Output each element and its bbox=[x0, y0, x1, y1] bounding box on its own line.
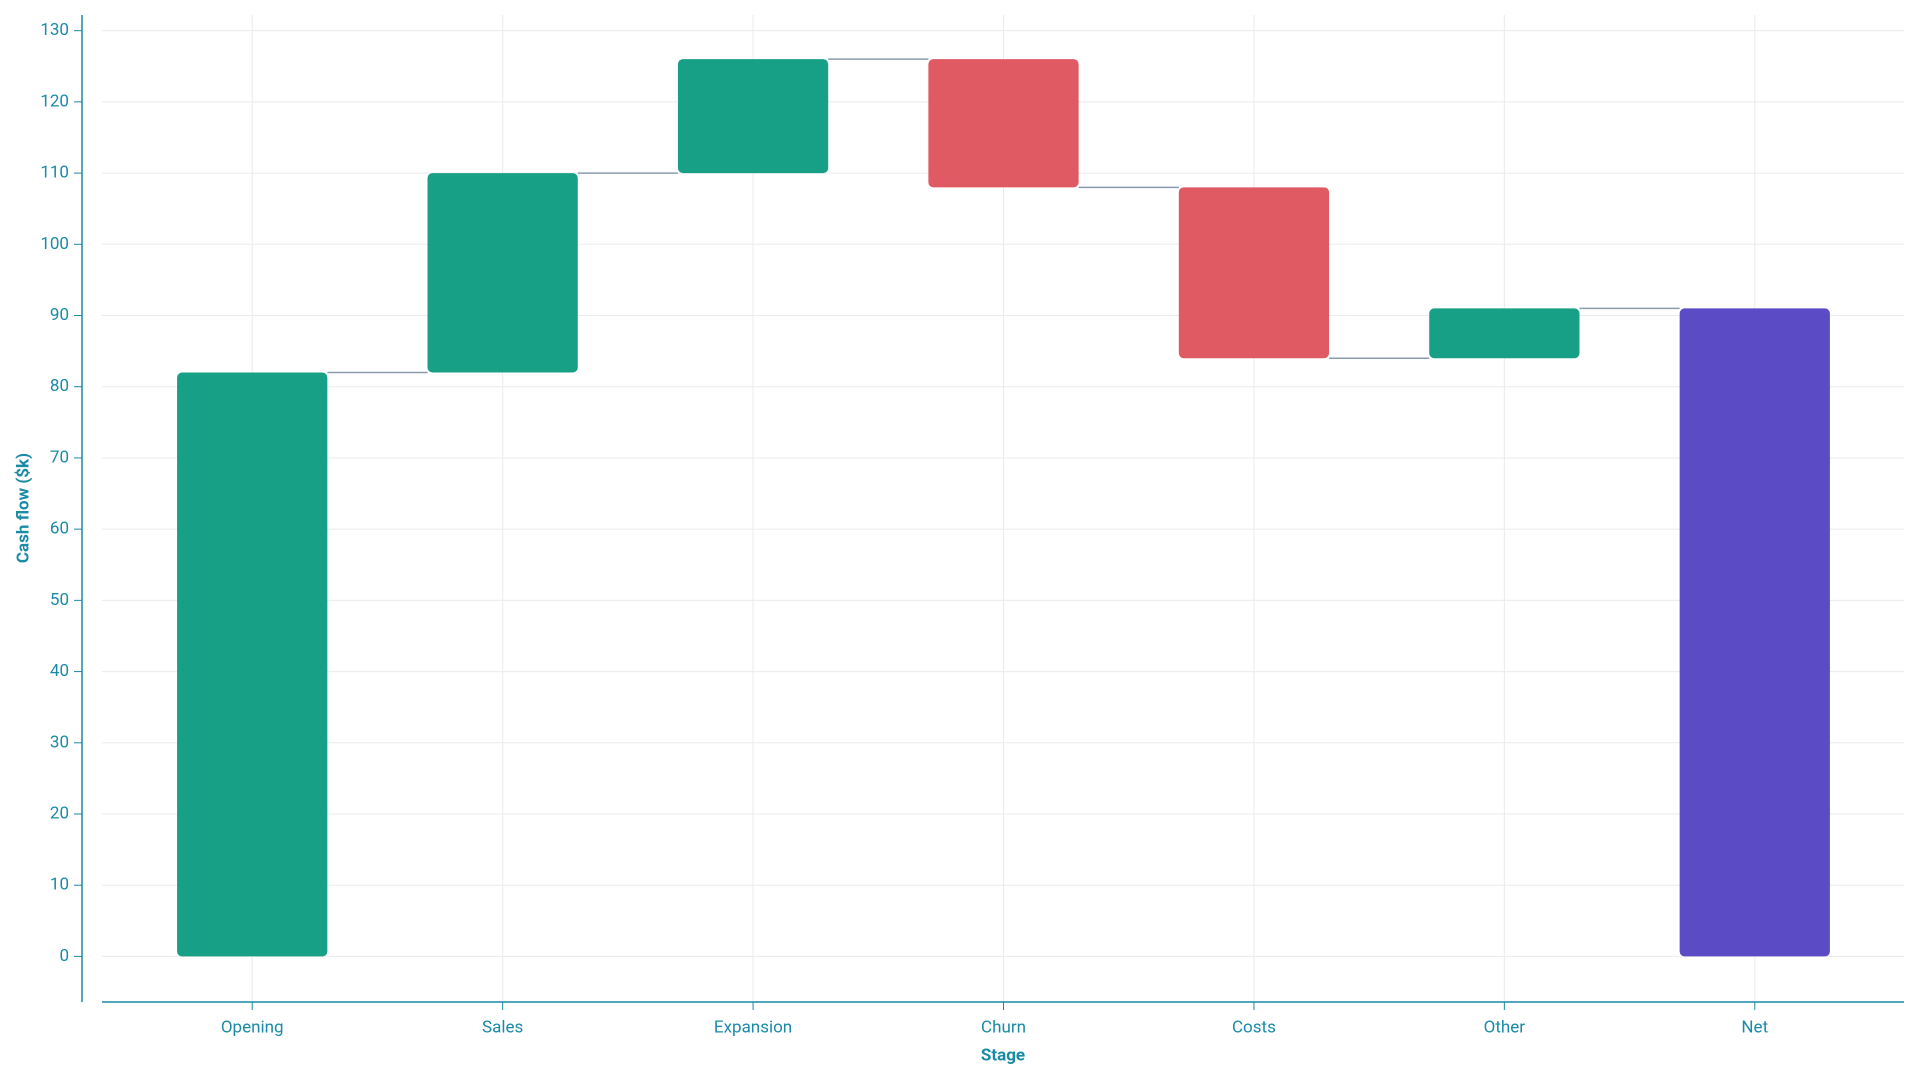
y-tick-label: 130 bbox=[40, 20, 69, 40]
y-tick-label: 50 bbox=[50, 590, 69, 610]
y-tick-label: 20 bbox=[50, 803, 69, 823]
bar bbox=[1679, 308, 1830, 957]
x-tick-label: Expansion bbox=[714, 1017, 792, 1037]
bar bbox=[427, 173, 578, 373]
bar bbox=[177, 372, 328, 957]
x-axis-title: Stage bbox=[981, 1045, 1025, 1065]
bar bbox=[677, 59, 829, 174]
y-tick-label: 0 bbox=[59, 946, 69, 966]
bar bbox=[1429, 308, 1580, 359]
y-tick-label: 60 bbox=[50, 519, 69, 539]
x-tick-label: Churn bbox=[981, 1017, 1026, 1037]
bar bbox=[928, 59, 1079, 188]
y-tick-label: 90 bbox=[50, 305, 69, 325]
y-tick-label: 70 bbox=[50, 447, 69, 467]
y-axis-title: Cash flow ($k) bbox=[13, 453, 33, 563]
x-tick-label: Sales bbox=[482, 1017, 523, 1037]
y-tick-label: 120 bbox=[40, 91, 69, 111]
x-tick-label: Net bbox=[1741, 1017, 1768, 1037]
y-tick-label: 110 bbox=[40, 163, 69, 183]
x-tick-label: Costs bbox=[1232, 1017, 1276, 1037]
y-tick-label: 40 bbox=[50, 661, 69, 681]
x-tick-label: Other bbox=[1484, 1017, 1526, 1037]
y-tick-label: 80 bbox=[50, 376, 69, 396]
x-tick-label: Opening bbox=[221, 1017, 284, 1037]
y-tick-label: 100 bbox=[40, 234, 69, 254]
y-tick-label: 10 bbox=[50, 875, 69, 895]
bar bbox=[1178, 187, 1330, 359]
y-tick-label: 30 bbox=[50, 732, 69, 752]
